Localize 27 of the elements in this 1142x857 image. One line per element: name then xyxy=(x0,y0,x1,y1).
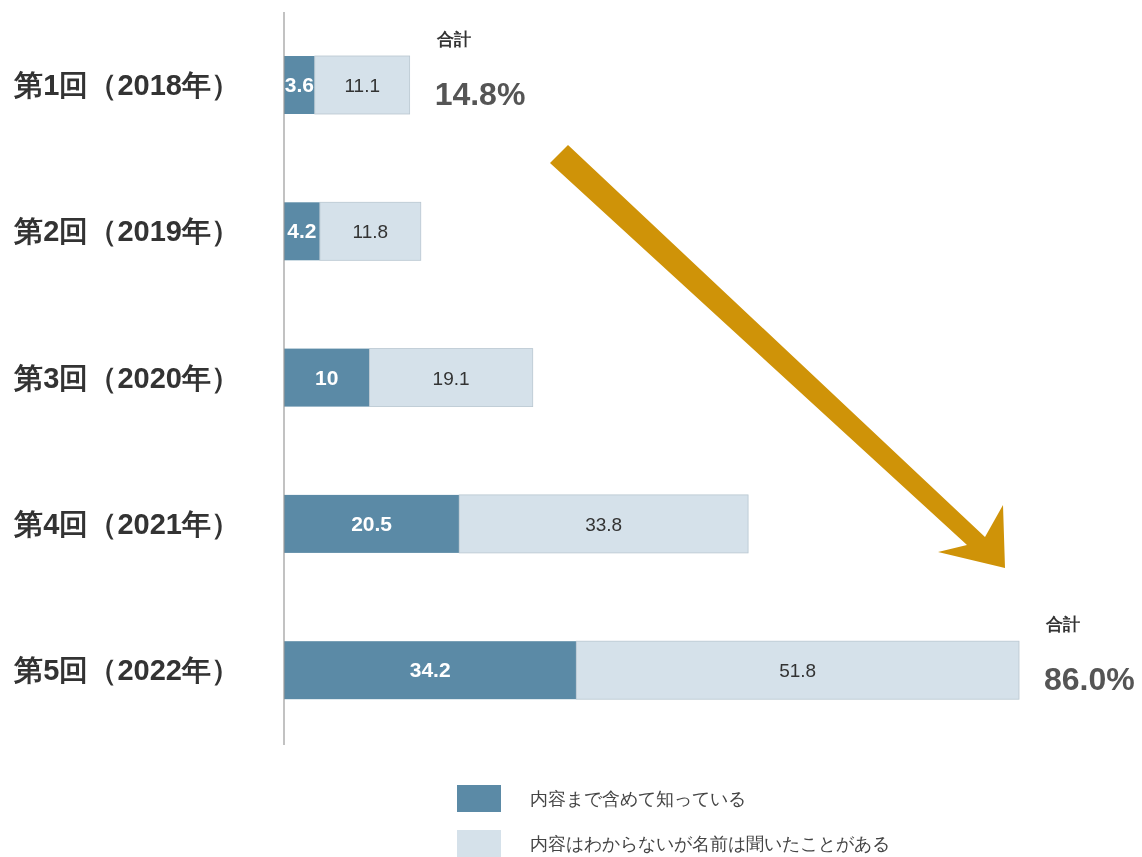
text: 合計 86.0% xyxy=(1044,615,1135,698)
legend-label: 内容まで含めて知っている xyxy=(530,789,746,809)
bar xyxy=(284,641,577,700)
y-tick-label: 第5回（2022年） xyxy=(13,654,240,687)
y-tick-label: 第2回（2019年） xyxy=(13,215,240,248)
bar xyxy=(319,201,422,261)
bar xyxy=(314,55,411,115)
bar xyxy=(575,640,1020,700)
legend-label: 内容はわからないが名前は聞いたことがある xyxy=(530,834,890,854)
bar xyxy=(284,348,370,407)
bar xyxy=(284,494,460,553)
data-label: 20.5 xyxy=(351,511,393,535)
y-tick-label: 第3回（2020年） xyxy=(13,361,240,394)
data-label: 11.8 xyxy=(352,221,389,243)
data-label: 10 xyxy=(315,365,339,389)
data-label: 4.2 xyxy=(287,219,317,243)
bar xyxy=(369,348,534,407)
data-label: 3.6 xyxy=(284,73,314,96)
data-label: 34.2 xyxy=(409,658,451,682)
data-label: 19.1 xyxy=(432,367,470,389)
data-label: 11.1 xyxy=(344,75,380,96)
text: 合計 14.8% xyxy=(434,30,526,112)
bar xyxy=(458,494,749,554)
y-tick-label: 第1回（2018年） xyxy=(13,69,240,101)
data-label: 33.8 xyxy=(585,513,623,535)
y-tick-label: 第4回（2021年） xyxy=(13,507,240,540)
data-label: 51.8 xyxy=(779,660,817,682)
